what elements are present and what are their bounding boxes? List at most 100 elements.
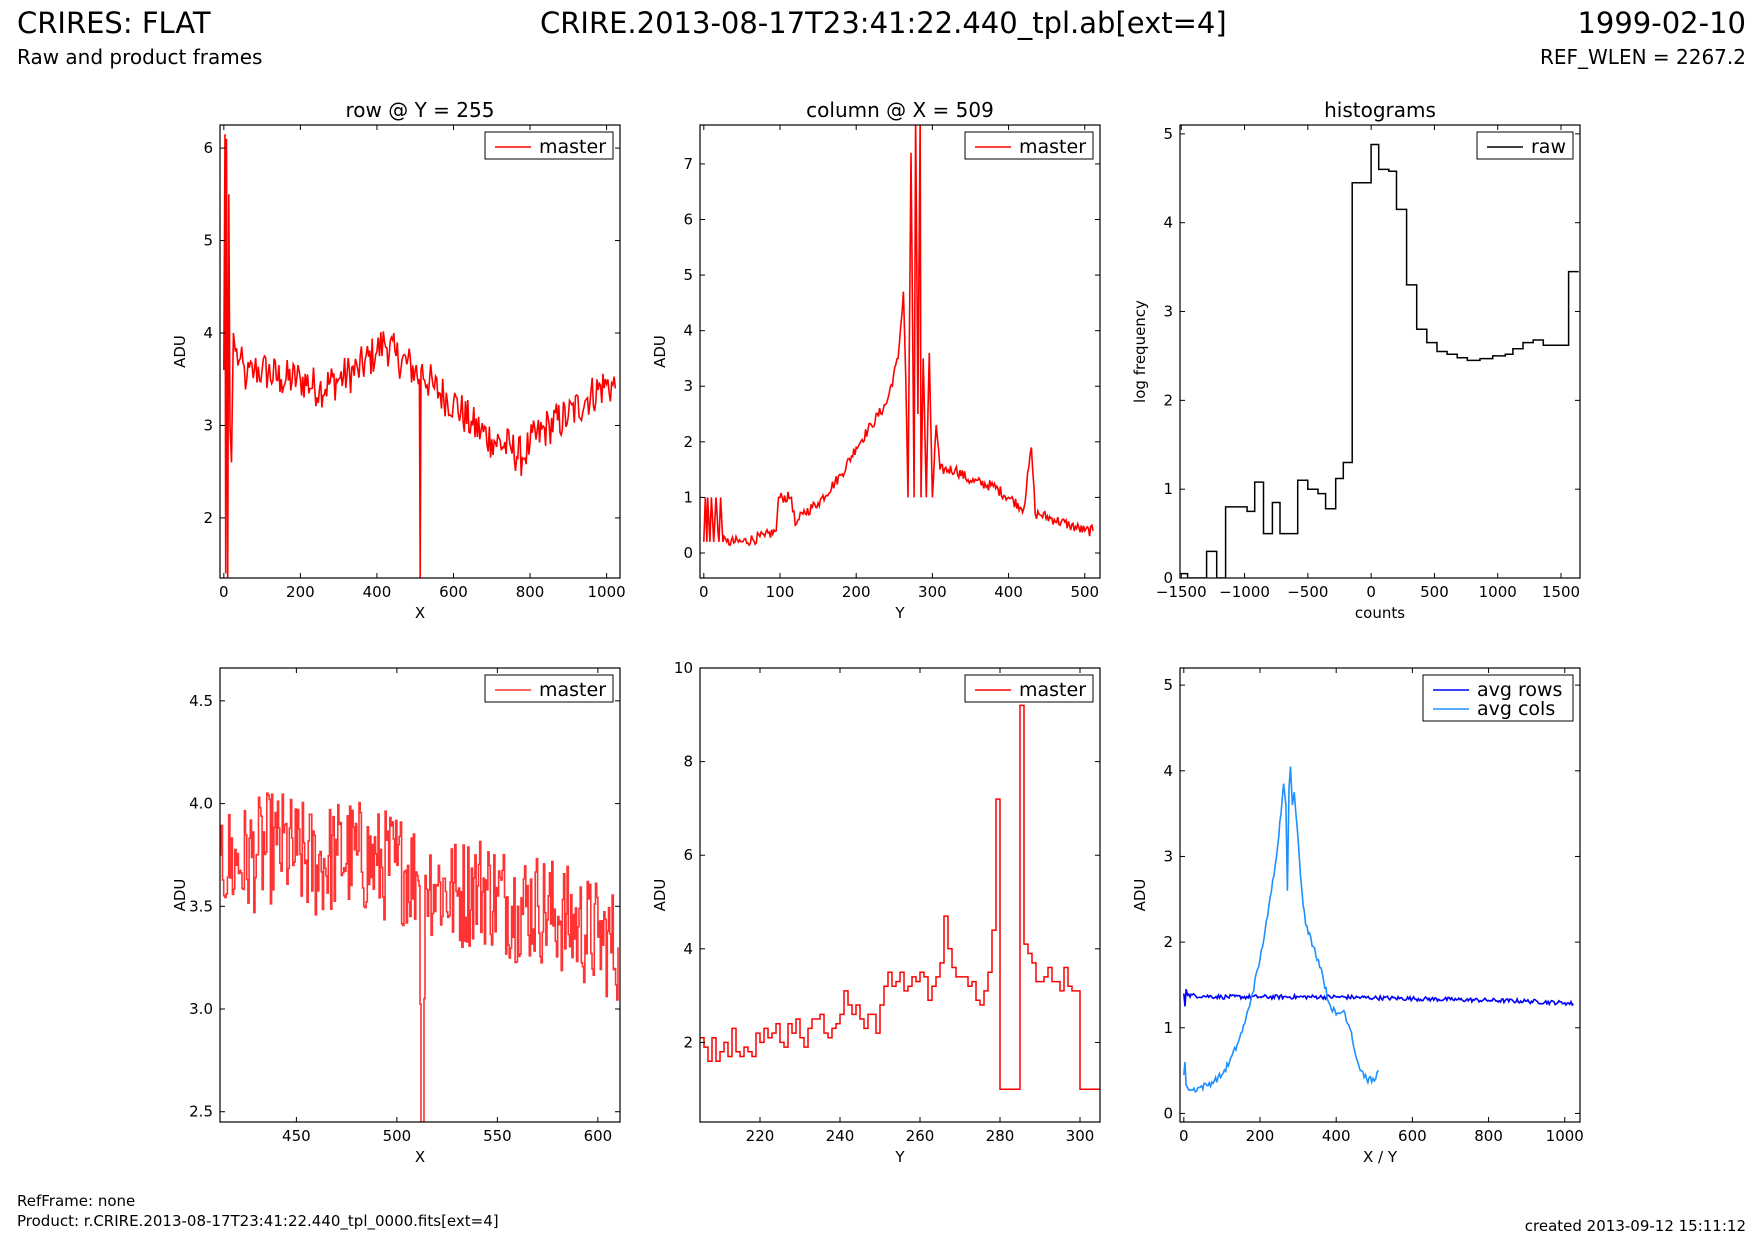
x-tick-label: 1500 <box>1542 583 1580 601</box>
y-tick-label: 3 <box>683 377 693 395</box>
plot-col: 0 100 200 300 400 500 0 1 2 3 4 5 6 7 Y ADU column @ X =… <box>651 98 1101 622</box>
x-tick-label: −1500 <box>1156 583 1207 601</box>
legend: master <box>964 674 1094 703</box>
series-master-line <box>220 792 619 1122</box>
y-tick-label: 2 <box>1163 933 1173 951</box>
y-tick-label: 10 <box>674 659 693 677</box>
x-axis-label: Y <box>894 604 905 622</box>
legend-label: master <box>539 679 606 701</box>
x-tick-label: 200 <box>286 583 315 601</box>
plot-hist: −1500 −1000 −500 0 500 1000 1500 0 1 2 3 4 5 counts lo… <box>1131 98 1581 622</box>
y-tick-label: 3 <box>1163 847 1173 865</box>
x-tick-label: 400 <box>363 583 392 601</box>
plot-frame <box>219 124 621 579</box>
series-master-line <box>700 704 1100 1090</box>
series-raw-line <box>1180 143 1579 578</box>
y-tick-label: 1 <box>1163 1019 1173 1037</box>
file-name: CRIRE.2013-08-17T23:41:22.440_tpl.ab[ext… <box>540 6 1227 40</box>
x-tick-label: 600 <box>584 1127 613 1145</box>
legend: raw <box>1476 131 1574 160</box>
legend-label: avg rows <box>1477 679 1562 701</box>
y-tick-label: 6 <box>683 846 693 864</box>
x-tick-label: 0 <box>1366 583 1376 601</box>
y-tick-label: 3.5 <box>189 897 213 915</box>
x-axis-label: X <box>415 1148 425 1166</box>
y-tick-label: 5 <box>1163 676 1173 694</box>
x-tick-label: 400 <box>994 583 1023 601</box>
x-tick-label: 100 <box>766 583 795 601</box>
y-tick-label: 2 <box>683 1033 693 1051</box>
x-tick-label: 450 <box>282 1127 311 1145</box>
product-note: Product: r.CRIRE.2013-08-17T23:41:22.440… <box>17 1212 499 1230</box>
legend-label: master <box>1019 136 1086 158</box>
y-axis-label: ADU <box>171 335 189 368</box>
series-avg-rows-line <box>1183 989 1575 1007</box>
x-tick-label: 260 <box>906 1127 935 1145</box>
x-tick-label: 600 <box>439 583 468 601</box>
x-tick-label: 400 <box>1322 1127 1351 1145</box>
y-tick-label: 4 <box>1163 214 1173 232</box>
x-tick-label: 280 <box>986 1127 1015 1145</box>
y-tick-label: 5 <box>203 232 213 250</box>
y-tick-label: 3 <box>203 416 213 434</box>
y-axis-label: ADU <box>651 335 669 368</box>
y-tick-label: 2.5 <box>189 1103 213 1121</box>
y-tick-label: 2 <box>1163 391 1173 409</box>
y-tick-label: 4 <box>1163 762 1173 780</box>
y-tick-label: 2 <box>683 433 693 451</box>
created-note: created 2013-09-12 15:11:12 <box>1524 1217 1746 1235</box>
x-tick-label: 200 <box>842 583 871 601</box>
plot-row: 0 200 400 600 800 1000 2 3 4 5 6 X ADU row @ Y = 255 m… <box>171 98 626 622</box>
y-tick-label: 0 <box>1163 569 1173 587</box>
legend-label: master <box>1019 679 1086 701</box>
legend: master <box>484 131 614 160</box>
refframe-note: RefFrame: none <box>17 1192 136 1210</box>
x-tick-label: 200 <box>1246 1127 1275 1145</box>
x-tick-label: 0 <box>1179 1127 1189 1145</box>
x-tick-label: 800 <box>1474 1127 1503 1145</box>
y-axis-label: log frequency <box>1131 300 1149 403</box>
y-tick-label: 1 <box>683 488 693 506</box>
plot-avg: 0 200 400 600 800 1000 0 1 2 3 4 5 X / Y ADU avg rowsa… <box>1131 667 1584 1166</box>
y-tick-label: 4 <box>683 322 693 340</box>
x-tick-label: 300 <box>918 583 947 601</box>
x-tick-label: 600 <box>1398 1127 1427 1145</box>
figure-date: 1999-02-10 <box>1577 6 1746 40</box>
x-tick-label: 800 <box>516 583 545 601</box>
x-axis-label: Y <box>894 1148 905 1166</box>
y-tick-label: 2 <box>203 509 213 527</box>
x-tick-label: 500 <box>1420 583 1449 601</box>
plot-rowzoom: 450 500 550 600 2.5 3.0 3.5 4.0 4.5 X ADU master <box>171 667 621 1166</box>
x-tick-label: 1000 <box>1479 583 1517 601</box>
legend-label: raw <box>1531 136 1566 158</box>
x-tick-label: 0 <box>219 583 229 601</box>
y-tick-label: 7 <box>683 155 693 173</box>
plot-frame <box>699 667 1101 1123</box>
x-axis-label: X <box>415 604 425 622</box>
y-tick-label: 1 <box>1163 480 1173 498</box>
plot-colzoom: 220 240 260 280 300 2 4 6 8 10 Y ADU master <box>651 659 1101 1166</box>
series-avg-cols-line <box>1183 766 1380 1093</box>
plot-frame <box>1179 124 1581 579</box>
y-tick-label: 4.5 <box>189 692 213 710</box>
legend: master <box>964 131 1094 160</box>
plot-frame <box>699 124 1101 579</box>
x-tick-label: 0 <box>699 583 709 601</box>
series-master-line <box>223 134 617 578</box>
x-tick-label: −500 <box>1287 583 1328 601</box>
plot-frame <box>1179 667 1581 1123</box>
x-axis-label: counts <box>1355 604 1405 622</box>
y-tick-label: 5 <box>1163 125 1173 143</box>
figure-subtitle: Raw and product frames <box>17 45 263 69</box>
x-tick-label: 550 <box>483 1127 512 1145</box>
y-tick-label: 6 <box>683 210 693 228</box>
y-tick-label: 0 <box>1163 1104 1173 1122</box>
plot-title: row @ Y = 255 <box>346 98 495 122</box>
y-tick-label: 4 <box>683 940 693 958</box>
x-tick-label: 300 <box>1066 1127 1095 1145</box>
x-axis-label: X / Y <box>1363 1148 1398 1166</box>
x-tick-label: 1000 <box>1546 1127 1584 1145</box>
y-tick-label: 3.0 <box>189 1000 213 1018</box>
